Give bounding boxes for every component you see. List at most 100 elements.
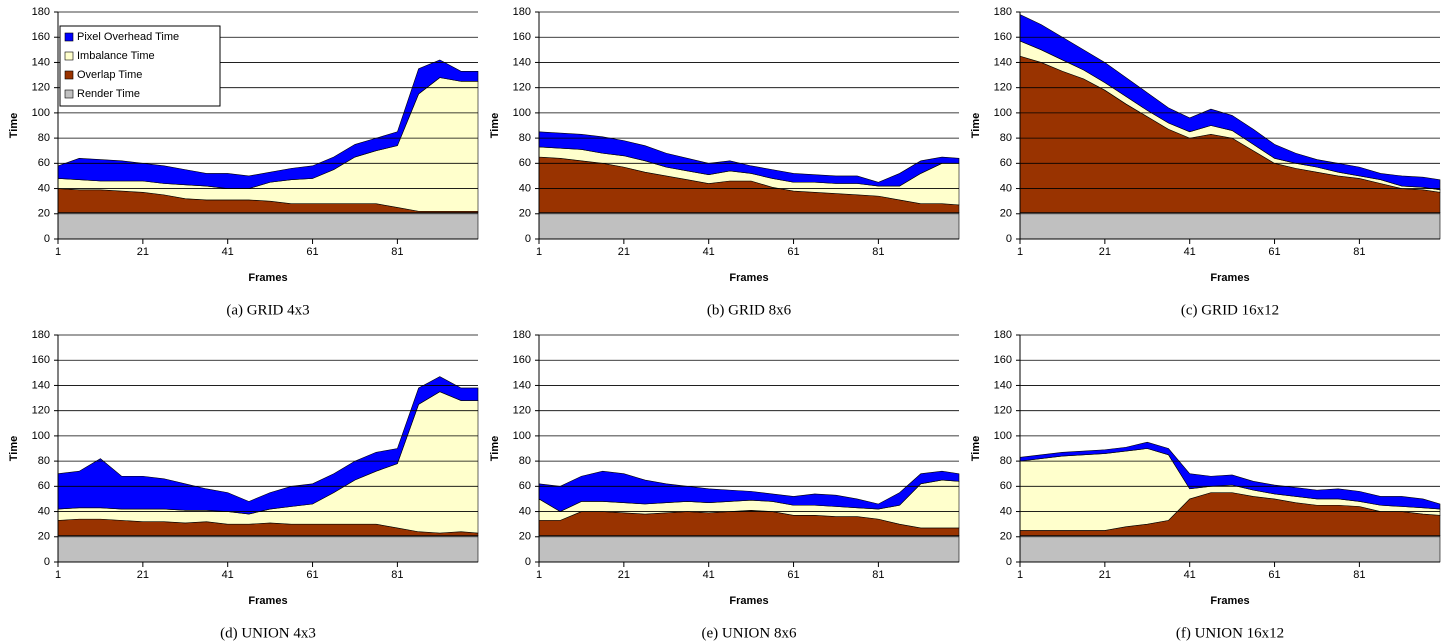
caption: (b) GRID 8x6 [707, 302, 792, 318]
legend-swatch [64, 51, 74, 61]
x-axis-label: Frames [729, 595, 768, 607]
x-tick-label: 81 [391, 246, 403, 258]
y-tick-label: 80 [1000, 132, 1012, 144]
x-axis-label: Frames [729, 272, 768, 284]
x-tick-label: 61 [1268, 569, 1280, 581]
area [1019, 441, 1441, 510]
y-tick-label: 20 [519, 208, 531, 220]
x-tick-label: 1 [55, 246, 61, 258]
x-tick-label: 61 [787, 569, 799, 581]
x-tick-label: 41 [1184, 246, 1196, 258]
y-tick-label: 120 [513, 82, 531, 94]
y-tick-label: 60 [519, 480, 531, 492]
y-tick-label: 40 [38, 505, 50, 517]
x-axis-label: Frames [1210, 272, 1249, 284]
x-tick-label: 1 [1017, 246, 1023, 258]
caption: (a) GRID 4x3 [226, 302, 309, 318]
area [1019, 14, 1441, 191]
y-tick-label: 180 [32, 329, 50, 341]
area [57, 212, 479, 240]
area [1019, 212, 1441, 240]
y-tick-label: 180 [994, 329, 1012, 341]
y-axis-label: Time [970, 436, 982, 461]
x-tick-label: 81 [872, 246, 884, 258]
x-tick-label: 21 [1099, 246, 1111, 258]
y-tick-label: 120 [32, 82, 50, 94]
x-tick-label: 81 [391, 569, 403, 581]
x-tick-label: 1 [536, 569, 542, 581]
x-tick-label: 21 [618, 246, 630, 258]
legend-box [59, 25, 221, 107]
y-tick-label: 160 [994, 354, 1012, 366]
legend-swatch [64, 70, 74, 80]
caption: (e) UNION 8x6 [702, 625, 797, 641]
y-tick-label: 40 [1000, 182, 1012, 194]
y-tick-label: 180 [513, 329, 531, 341]
legend-label: Overlap Time [77, 69, 142, 81]
x-tick-label: 81 [1353, 569, 1365, 581]
area [538, 212, 960, 240]
x-tick-label: 41 [222, 246, 234, 258]
y-tick-label: 60 [519, 157, 531, 169]
y-tick-label: 0 [525, 233, 531, 245]
y-tick-label: 80 [519, 455, 531, 467]
x-tick-label: 61 [1268, 246, 1280, 258]
legend-swatch [64, 32, 74, 42]
y-axis-label: Time [8, 113, 20, 138]
area [1019, 535, 1441, 563]
y-tick-label: 20 [519, 531, 531, 543]
y-tick-label: 120 [513, 405, 531, 417]
y-tick-label: 60 [1000, 157, 1012, 169]
y-tick-label: 80 [1000, 455, 1012, 467]
y-tick-label: 80 [38, 455, 50, 467]
y-tick-label: 60 [1000, 480, 1012, 492]
y-axis-label: Time [970, 113, 982, 138]
y-tick-label: 60 [38, 157, 50, 169]
y-tick-label: 160 [513, 31, 531, 43]
y-tick-label: 100 [32, 107, 50, 119]
x-tick-label: 81 [1353, 246, 1365, 258]
x-tick-label: 41 [703, 246, 715, 258]
legend-swatch [64, 89, 74, 99]
x-axis-label: Frames [1210, 595, 1249, 607]
legend-label: Imbalance Time [77, 50, 155, 62]
y-tick-label: 180 [513, 6, 531, 18]
y-tick-label: 0 [44, 233, 50, 245]
y-tick-label: 140 [513, 379, 531, 391]
y-tick-label: 120 [994, 82, 1012, 94]
y-axis-label: Time [8, 436, 20, 461]
y-tick-label: 40 [519, 182, 531, 194]
y-axis-label: Time [489, 113, 501, 138]
y-tick-label: 100 [513, 430, 531, 442]
y-tick-label: 20 [1000, 531, 1012, 543]
area [57, 376, 479, 515]
y-tick-label: 140 [32, 379, 50, 391]
y-axis-label: Time [489, 436, 501, 461]
y-tick-label: 0 [525, 556, 531, 568]
y-tick-label: 0 [1006, 556, 1012, 568]
y-tick-label: 140 [32, 56, 50, 68]
y-tick-label: 160 [32, 354, 50, 366]
y-tick-label: 20 [1000, 208, 1012, 220]
y-tick-label: 100 [994, 430, 1012, 442]
y-tick-label: 180 [994, 6, 1012, 18]
y-tick-label: 180 [32, 6, 50, 18]
x-tick-label: 21 [618, 569, 630, 581]
y-tick-label: 160 [513, 354, 531, 366]
legend-label: Render Time [77, 88, 140, 100]
y-tick-label: 140 [994, 379, 1012, 391]
x-tick-label: 61 [306, 246, 318, 258]
x-tick-label: 81 [872, 569, 884, 581]
x-axis-label: Frames [248, 595, 287, 607]
y-tick-label: 40 [1000, 505, 1012, 517]
x-tick-label: 41 [222, 569, 234, 581]
x-axis-label: Frames [248, 272, 287, 284]
x-tick-label: 21 [137, 246, 149, 258]
x-tick-label: 1 [536, 246, 542, 258]
x-tick-label: 1 [1017, 569, 1023, 581]
caption: (c) GRID 16x12 [1181, 302, 1279, 318]
y-tick-label: 20 [38, 208, 50, 220]
y-tick-label: 100 [994, 107, 1012, 119]
